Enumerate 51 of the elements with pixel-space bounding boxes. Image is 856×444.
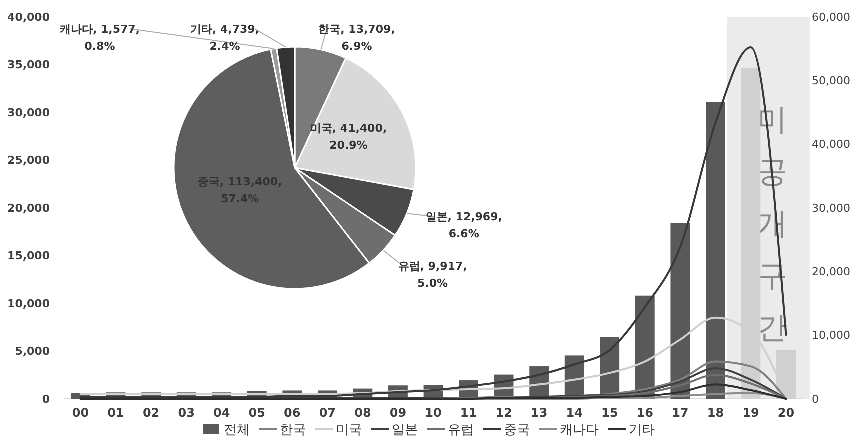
y-tick-label: 5,000: [15, 345, 50, 358]
x-tick-label: 11: [460, 406, 478, 420]
legend-label: 미국: [336, 423, 362, 438]
x-tick-label: 06: [284, 406, 301, 420]
y-tick-label: 15,000: [8, 250, 50, 263]
slice-label: 한국, 13,709, 6.9%: [318, 23, 396, 53]
x-tick-label: 10: [425, 406, 442, 420]
y2-tick-label: 60,000: [812, 10, 850, 24]
legend-label: 일본: [392, 423, 418, 438]
y2-tick-label: 50,000: [812, 74, 850, 88]
slice-label: 기타, 4,739, 2.4%: [190, 23, 260, 53]
x-tick-label: 04: [214, 406, 230, 420]
x-tick-label: 15: [602, 406, 618, 420]
y-tick-label: 35,000: [8, 58, 50, 72]
legend-label: 캐나다: [560, 423, 599, 438]
y-tick-label: 40,000: [8, 10, 50, 24]
x-tick-label: 13: [530, 406, 548, 420]
x-tick-label: 17: [672, 406, 689, 420]
slice-label: 캐나다, 1,577, 0.8%: [59, 23, 140, 53]
legend-label: 중국: [504, 423, 530, 438]
x-tick-label: 09: [390, 406, 407, 420]
x-tick-label: 16: [636, 406, 654, 420]
legend-label: 한국: [280, 423, 306, 438]
slice-label: 일본, 12,969, 6.6%: [426, 210, 502, 241]
x-tick-label: 20: [778, 406, 795, 420]
x-tick-label: 14: [566, 406, 583, 420]
slice-label: 유럽, 9,917, 5.0%: [398, 260, 468, 290]
y-tick-label: 0: [42, 392, 50, 406]
y2-tick-label: 10,000: [812, 329, 850, 342]
x-tick-label: 01: [108, 406, 124, 420]
y2-tick-label: 0: [812, 392, 819, 406]
y-tick-label: 30,000: [8, 106, 50, 120]
y2-tick-label: 30,000: [812, 202, 850, 215]
legend-label: 기타: [629, 423, 655, 438]
y-tick-label: 10,000: [8, 297, 50, 310]
x-tick-label: 05: [248, 406, 266, 420]
slice-label: 미국, 41,400, 20.9%: [310, 122, 388, 152]
x-tick-label: 02: [142, 406, 160, 420]
x-tick-label: 12: [496, 406, 512, 420]
x-tick-label: 19: [742, 406, 760, 420]
y2-tick-label: 40,000: [812, 138, 850, 152]
x-tick-label: 00: [72, 406, 90, 420]
x-tick-label: 08: [354, 406, 372, 420]
x-tick-label: 18: [707, 406, 724, 420]
legend-label: 전체: [224, 423, 250, 438]
x-tick-label: 03: [178, 406, 195, 420]
y-tick-label: 20,000: [8, 202, 50, 215]
legend-label: 유럽: [448, 423, 474, 438]
y2-tick-label: 20,000: [812, 266, 850, 279]
x-tick-label: 07: [319, 406, 336, 420]
y-tick-label: 25,000: [8, 154, 50, 168]
